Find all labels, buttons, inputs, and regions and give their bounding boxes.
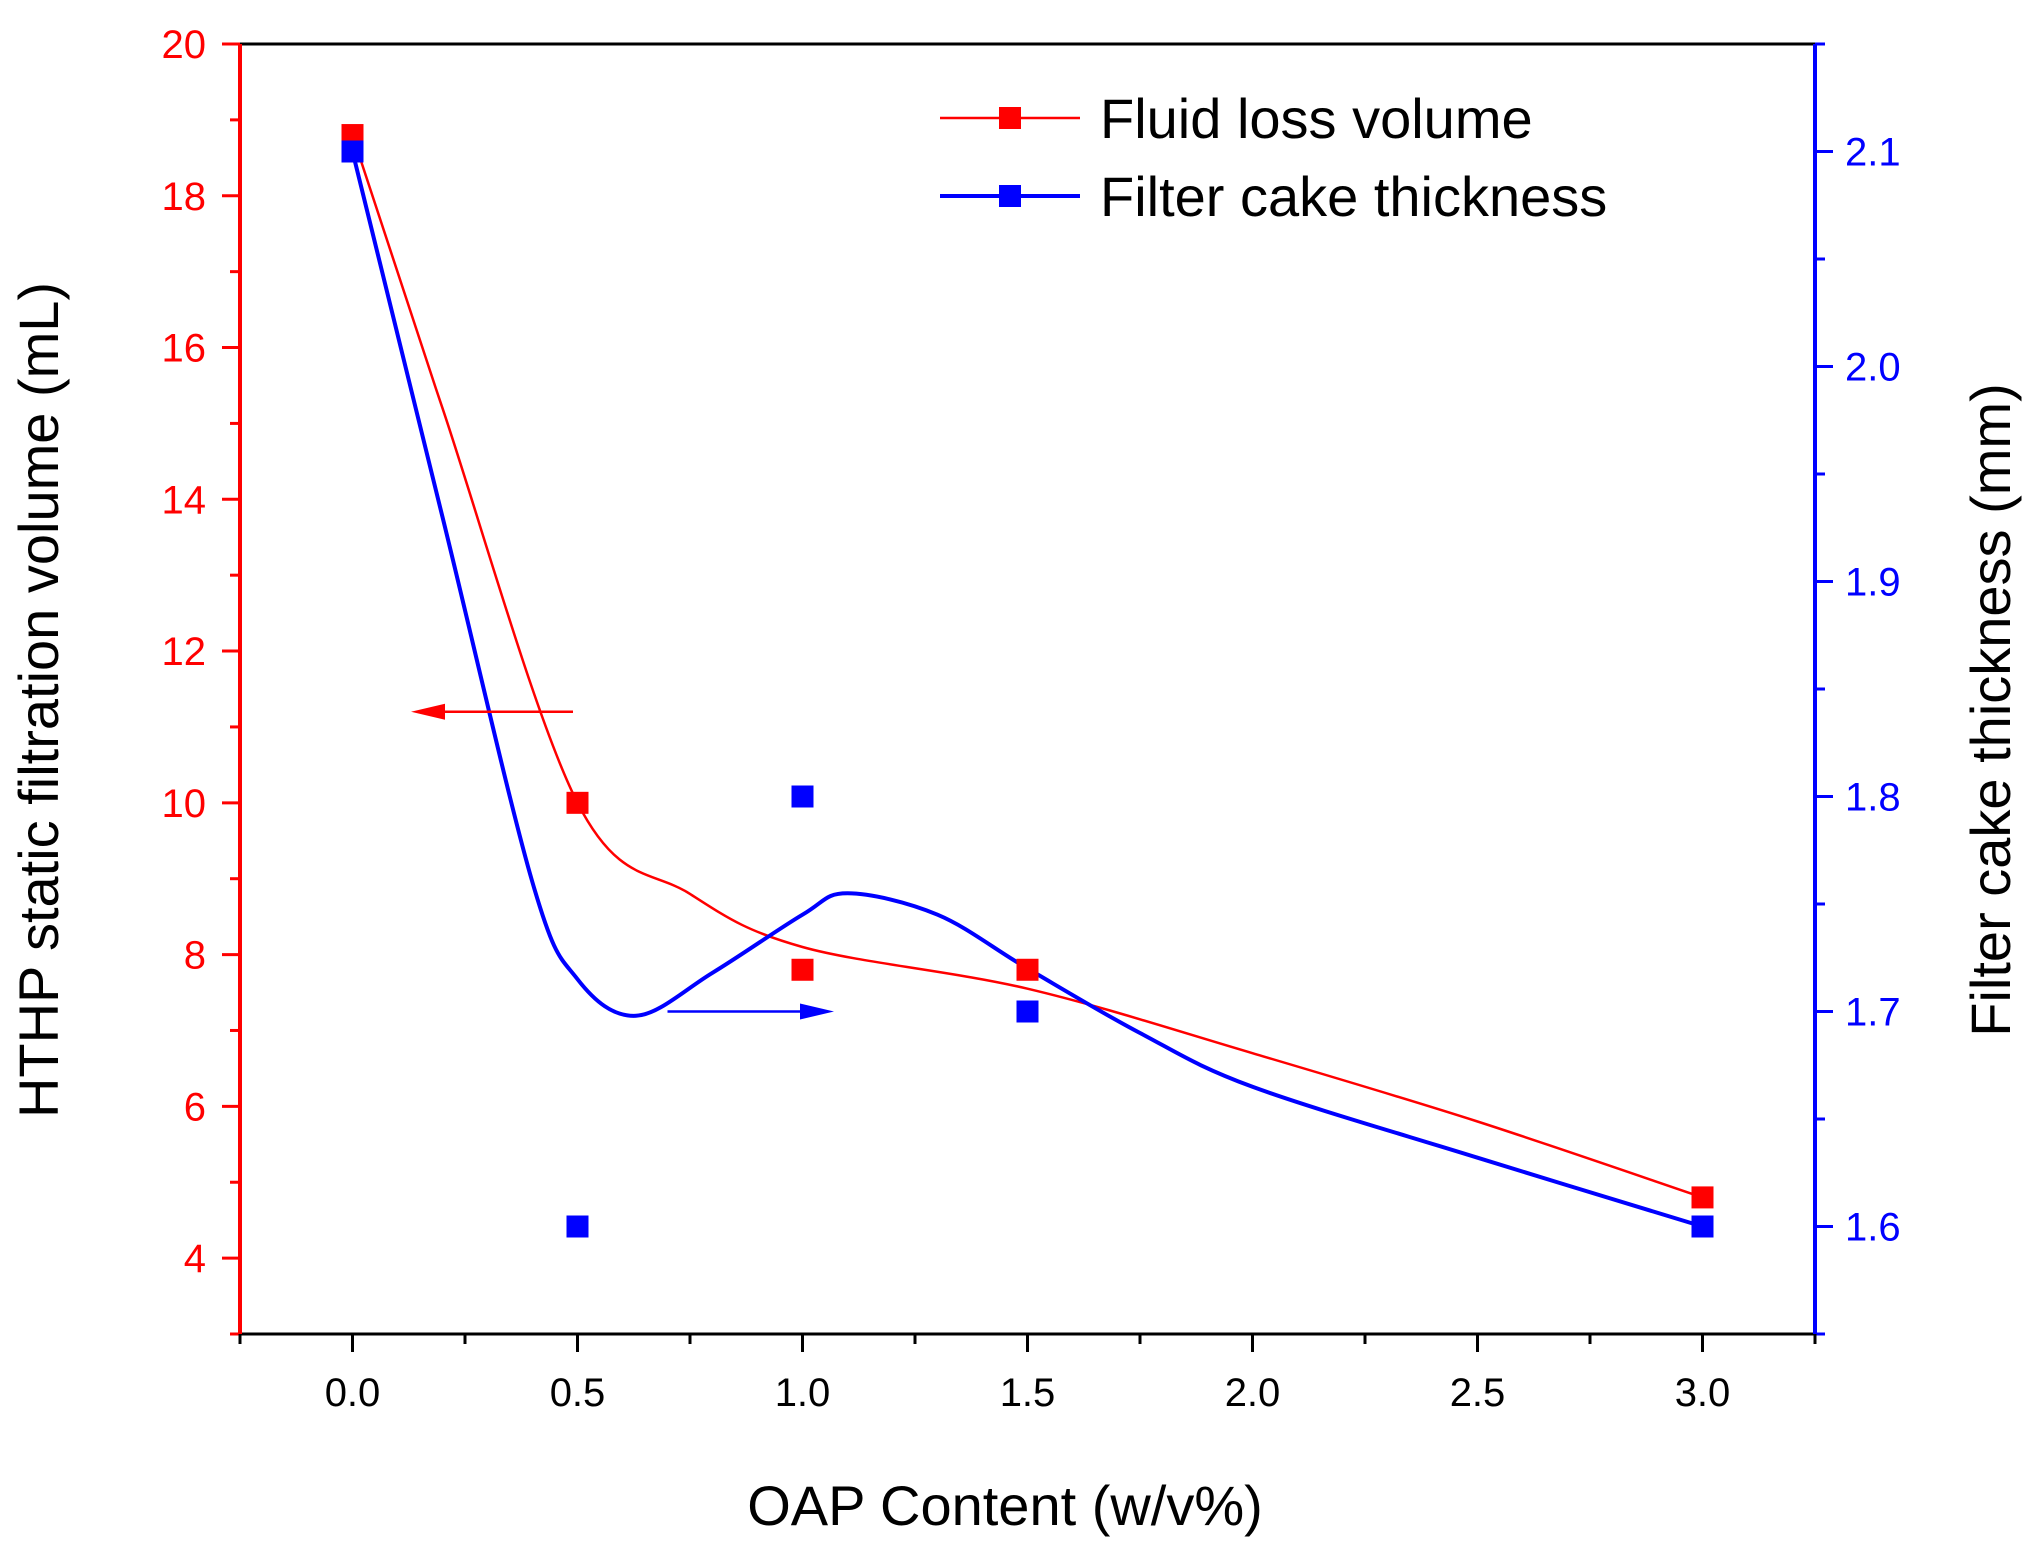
x-tick-label: 1.0	[775, 1371, 831, 1415]
left-axis-arrow-head	[411, 703, 445, 720]
filter-cake-thickness-point	[341, 140, 364, 163]
right-tick-label: 1.7	[1845, 991, 1901, 1035]
fluid-loss-volume-fit-line	[351, 134, 1703, 1199]
right-axis-arrow-head	[800, 1003, 834, 1020]
right-tick-label: 1.9	[1845, 561, 1901, 605]
left-tick-label: 12	[162, 630, 207, 674]
right-tick-label: 2.1	[1845, 131, 1901, 175]
left-tick-label: 16	[162, 327, 207, 371]
right-y-axis: 1.6 1.7 1.8 1.9 2.0 2.1	[1813, 42, 1901, 1336]
left-tick-label: 10	[162, 782, 207, 826]
plot-frame	[240, 42, 1815, 1336]
right-tick-label: 2.0	[1845, 346, 1901, 390]
right-tick-label: 1.8	[1845, 776, 1901, 820]
legend-filter-cake-thickness-label: Filter cake thickness	[1100, 165, 1607, 228]
left-y-axis: 4 6 8 10 12 14 16 18 20	[162, 23, 242, 1336]
right-y-axis-title: Filter cake thickness (mm)	[1959, 383, 2022, 1036]
x-tick-label: 2.5	[1450, 1371, 1506, 1415]
left-tick-label: 14	[162, 478, 207, 522]
fluid-loss-volume-point	[566, 791, 589, 814]
legend-fluid-loss-volume-marker	[999, 107, 1021, 129]
left-tick-label: 18	[162, 175, 207, 219]
filter-cake-thickness-point	[791, 785, 814, 808]
axis-arrows	[411, 703, 834, 1020]
fit-curves	[350, 134, 1704, 1229]
x-tick-label: 0.0	[325, 1371, 381, 1415]
left-y-axis-title: HTHP static filtration volume (mL)	[7, 282, 70, 1118]
left-tick-label: 8	[184, 934, 206, 978]
fluid-loss-volume-point	[1016, 958, 1039, 981]
legend-filter-cake-thickness-marker	[999, 185, 1021, 207]
left-tick-label: 4	[184, 1237, 206, 1281]
x-tick-label: 2.0	[1225, 1371, 1281, 1415]
x-tick-label: 1.5	[1000, 1371, 1056, 1415]
fluid-loss-volume-point	[791, 958, 814, 981]
x-axis-title: OAP Content (w/v%)	[747, 1474, 1263, 1537]
data-points	[341, 124, 1714, 1238]
legend-fluid-loss-volume-label: Fluid loss volume	[1100, 87, 1533, 150]
x-tick-label: 3.0	[1675, 1371, 1731, 1415]
filter-cake-thickness-point	[566, 1215, 589, 1238]
x-tick-label: 0.5	[550, 1371, 606, 1415]
filter-cake-thickness-point	[1691, 1215, 1714, 1238]
fluid-loss-volume-point	[1691, 1186, 1714, 1209]
right-tick-label: 1.6	[1845, 1206, 1901, 1250]
filter-cake-thickness-fit-line	[350, 151, 1704, 1229]
left-tick-label: 6	[184, 1085, 206, 1129]
x-axis: 0.0 0.5 1.0 1.5 2.0 2.5 3.0	[238, 1334, 1817, 1415]
left-tick-label: 20	[162, 23, 207, 67]
legend: Fluid loss volume Filter cake thickness	[940, 87, 1607, 228]
filter-cake-thickness-point	[1016, 1000, 1039, 1023]
